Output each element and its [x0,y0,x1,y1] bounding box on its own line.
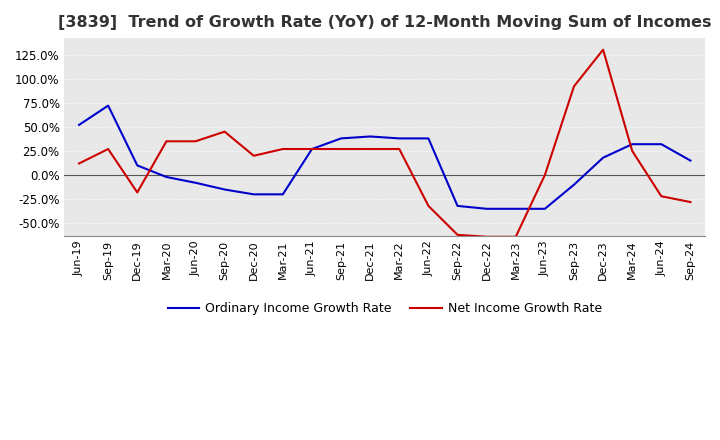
Net Income Growth Rate [337,147,346,152]
Net Income Growth Rate [279,147,287,152]
Line: Ordinary Income Growth Rate: Ordinary Income Growth Rate [79,106,690,209]
Ordinary Income Growth Rate [192,180,200,185]
Net Income Growth Rate [541,172,549,178]
Ordinary Income Growth Rate [366,134,374,139]
Ordinary Income Growth Rate [337,136,346,141]
Title: [3839]  Trend of Growth Rate (YoY) of 12-Month Moving Sum of Incomes: [3839] Trend of Growth Rate (YoY) of 12-… [58,15,711,30]
Ordinary Income Growth Rate [570,182,578,187]
Net Income Growth Rate [75,161,84,166]
Ordinary Income Growth Rate [249,192,258,197]
Net Income Growth Rate [482,234,491,239]
Legend: Ordinary Income Growth Rate, Net Income Growth Rate: Ordinary Income Growth Rate, Net Income … [163,297,607,320]
Net Income Growth Rate [104,147,112,152]
Net Income Growth Rate [453,232,462,238]
Net Income Growth Rate [162,139,171,144]
Net Income Growth Rate [657,194,666,199]
Ordinary Income Growth Rate [104,103,112,108]
Net Income Growth Rate [686,199,695,205]
Net Income Growth Rate [249,153,258,158]
Ordinary Income Growth Rate [279,192,287,197]
Ordinary Income Growth Rate [482,206,491,212]
Net Income Growth Rate [599,47,608,52]
Ordinary Income Growth Rate [541,206,549,212]
Net Income Growth Rate [220,129,229,134]
Net Income Growth Rate [570,84,578,89]
Net Income Growth Rate [511,234,520,239]
Ordinary Income Growth Rate [162,174,171,180]
Ordinary Income Growth Rate [220,187,229,192]
Net Income Growth Rate [395,147,404,152]
Ordinary Income Growth Rate [628,142,636,147]
Net Income Growth Rate [133,190,142,195]
Net Income Growth Rate [424,203,433,209]
Ordinary Income Growth Rate [424,136,433,141]
Ordinary Income Growth Rate [395,136,404,141]
Line: Net Income Growth Rate: Net Income Growth Rate [79,50,690,237]
Net Income Growth Rate [192,139,200,144]
Ordinary Income Growth Rate [657,142,666,147]
Ordinary Income Growth Rate [133,163,142,168]
Net Income Growth Rate [366,147,374,152]
Ordinary Income Growth Rate [599,155,608,160]
Ordinary Income Growth Rate [75,122,84,128]
Ordinary Income Growth Rate [686,158,695,163]
Net Income Growth Rate [307,147,316,152]
Ordinary Income Growth Rate [453,203,462,209]
Ordinary Income Growth Rate [307,147,316,152]
Ordinary Income Growth Rate [511,206,520,212]
Net Income Growth Rate [628,148,636,154]
